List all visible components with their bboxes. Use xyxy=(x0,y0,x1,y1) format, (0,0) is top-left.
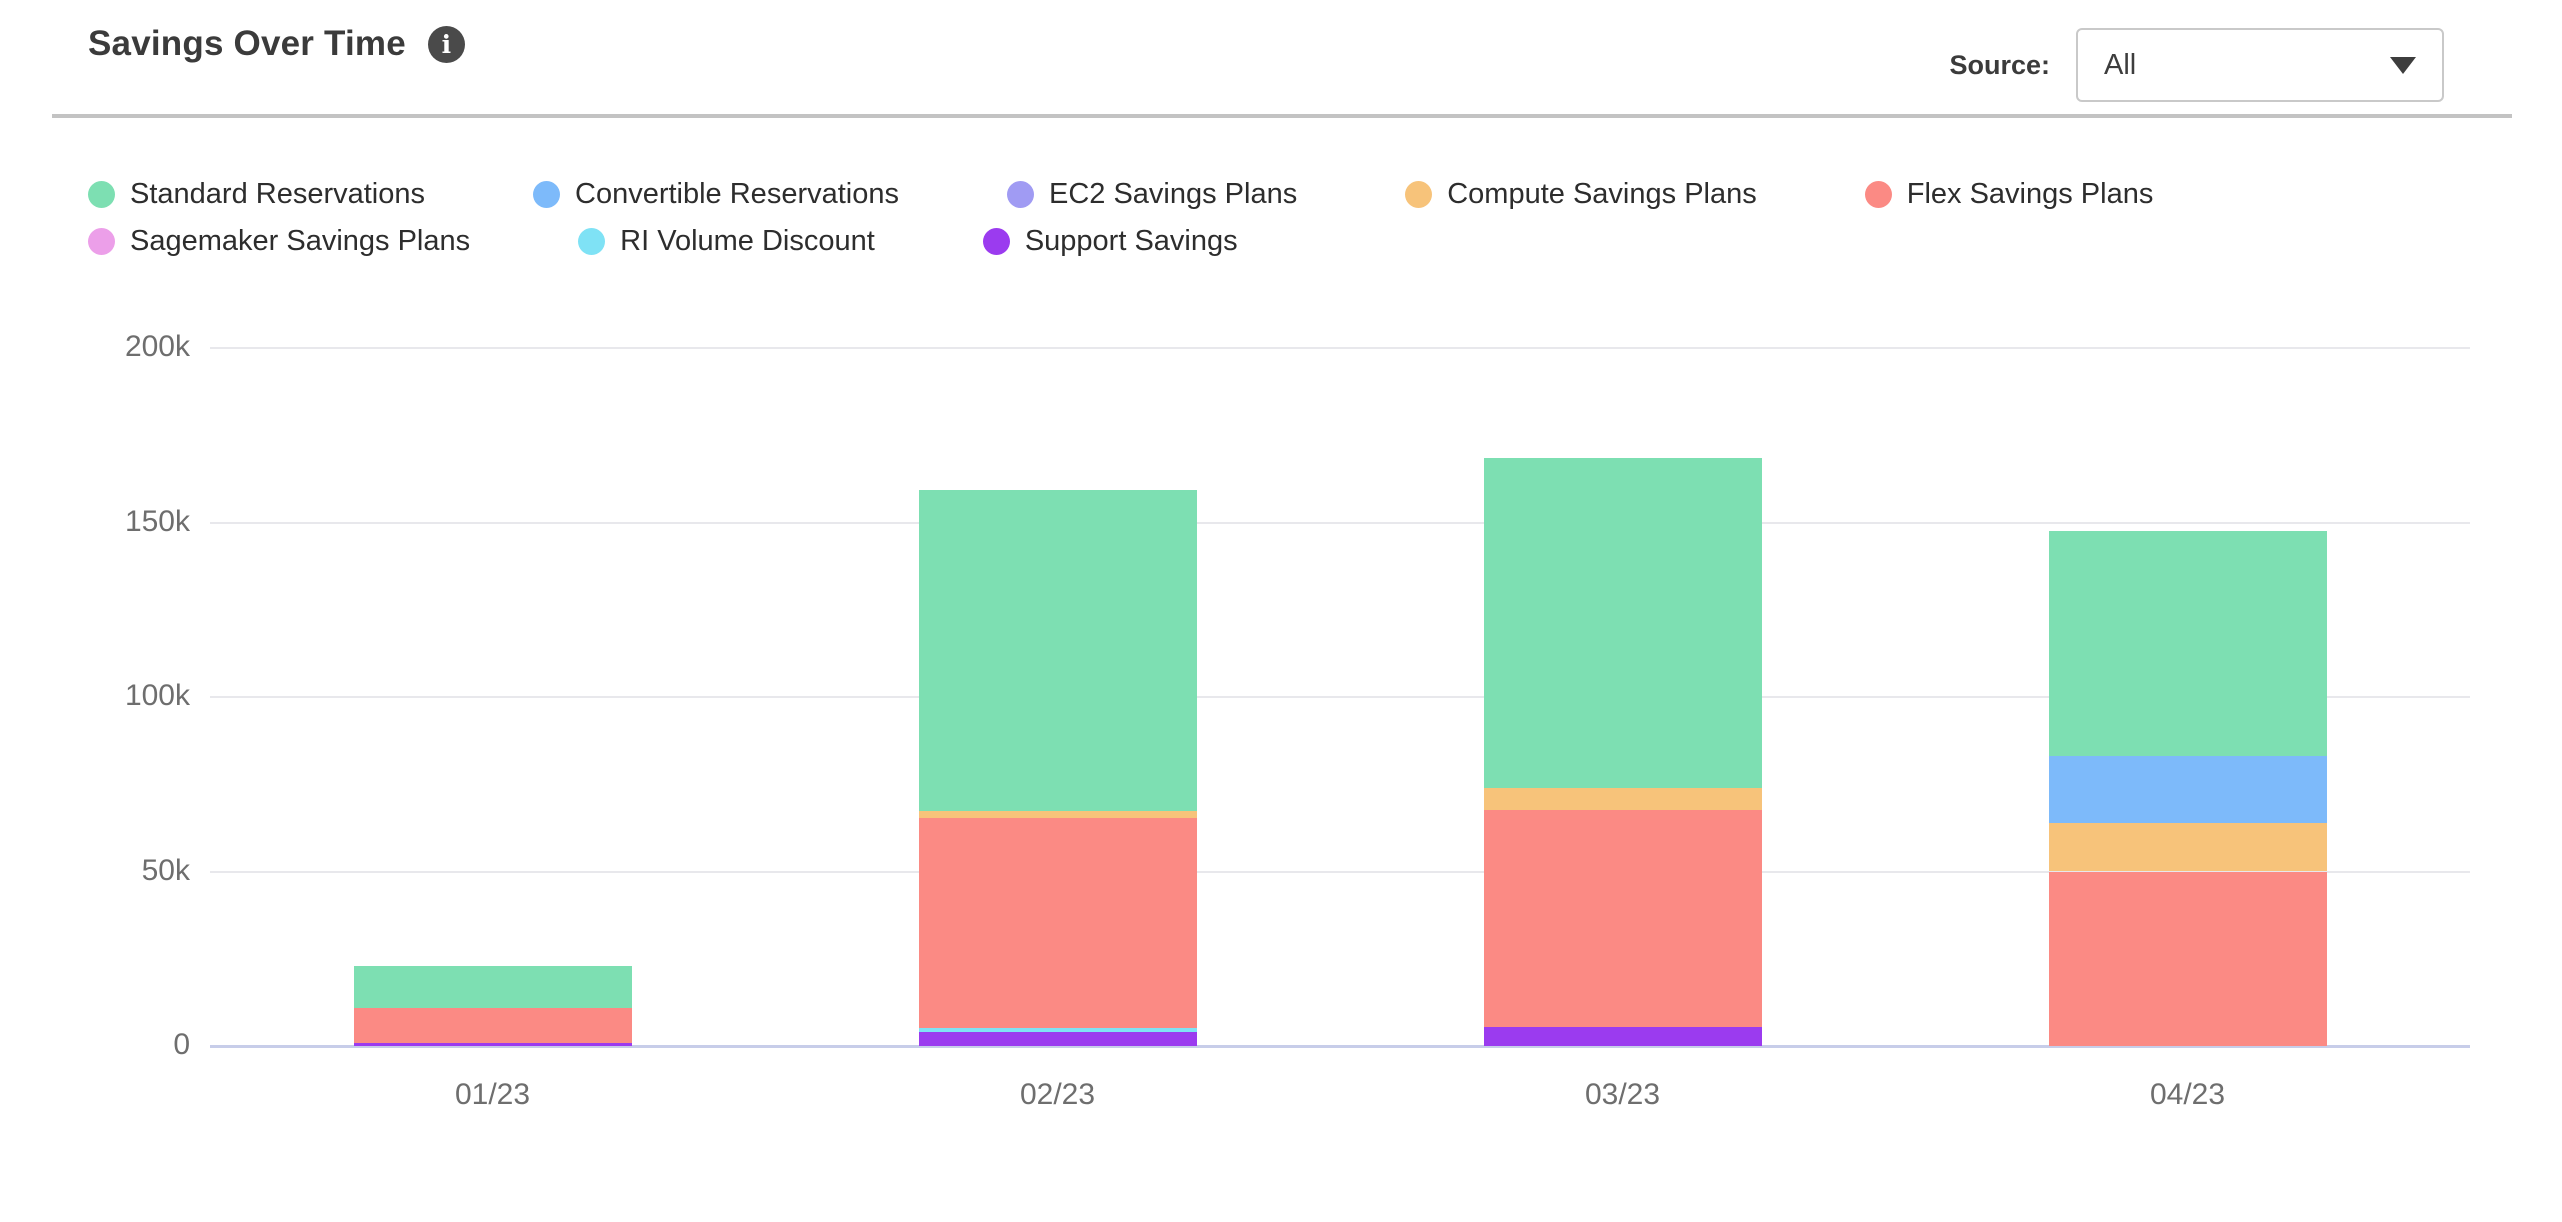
legend-item[interactable]: Convertible Reservations xyxy=(533,178,899,211)
x-axis-tick-label: 01/23 xyxy=(454,1078,531,1111)
gridline xyxy=(210,521,2470,524)
legend-label: EC2 Savings Plans xyxy=(1048,178,1298,210)
y-axis-tick-label: 200k xyxy=(124,330,190,363)
legend-item[interactable]: EC2 Savings Plans xyxy=(1006,178,1298,211)
legend-label: Compute Savings Plans xyxy=(1447,178,1757,210)
legend-label: Support Savings xyxy=(1024,225,1238,257)
bar-segment[interactable] xyxy=(353,1007,632,1043)
source-filter: Source: All xyxy=(1949,28,2444,102)
chevron-down-icon xyxy=(2390,56,2416,74)
legend-swatch-icon xyxy=(982,228,1010,255)
x-axis-tick-label: 04/23 xyxy=(2149,1078,2226,1111)
x-axis-tick-label: 03/23 xyxy=(1584,1078,1661,1111)
legend-swatch-icon xyxy=(88,181,115,208)
bar-segment[interactable] xyxy=(353,1042,632,1046)
bar-segment[interactable] xyxy=(918,490,1197,812)
bar-segment[interactable] xyxy=(2048,871,2327,1046)
legend-label: RI Volume Discount xyxy=(620,225,875,257)
y-axis-tick-label: 150k xyxy=(124,504,190,538)
page-title: Savings Over Time xyxy=(88,24,406,63)
legend-row-2: Sagemaker Savings Plans RI Volume Discoun… xyxy=(88,225,2468,258)
x-axis-tick-label: 02/23 xyxy=(1019,1078,1096,1111)
y-axis-tick-label: 0 xyxy=(173,1028,190,1061)
y-axis-tick-label: 50k xyxy=(141,853,190,887)
legend-swatch-icon xyxy=(1405,181,1433,208)
legend-item[interactable]: Flex Savings Plans xyxy=(1864,178,2154,211)
source-dropdown-value: All xyxy=(2104,48,2137,81)
legend-item[interactable]: Standard Reservations xyxy=(88,178,425,211)
legend-item[interactable]: Sagemaker Savings Plans xyxy=(88,225,470,258)
bar-segment[interactable] xyxy=(918,818,1197,1028)
legend-label: Sagemaker Savings Plans xyxy=(130,225,471,257)
legend-swatch-icon xyxy=(1006,181,1034,208)
legend-swatch-icon xyxy=(578,228,606,255)
bar-segment[interactable] xyxy=(353,965,632,1008)
info-icon[interactable]: i xyxy=(427,25,465,63)
legend-label: Standard Reservations xyxy=(130,178,425,210)
bar-segment[interactable] xyxy=(918,1032,1197,1046)
bar-segment[interactable] xyxy=(1483,787,1762,811)
legend-swatch-icon xyxy=(533,181,560,208)
source-label: Source: xyxy=(1949,49,2050,80)
chart-legend: Standard Reservations Convertible Reserva… xyxy=(88,178,2468,258)
y-axis-tick-label: 100k xyxy=(124,679,190,712)
bar-segment[interactable] xyxy=(1483,810,1762,1027)
legend-item[interactable]: Support Savings xyxy=(982,225,1238,258)
legend-label: Flex Savings Plans xyxy=(1906,178,2154,210)
panel-header: Savings Over Time i Source: All xyxy=(0,0,2562,116)
bar-segment[interactable] xyxy=(1483,1026,1762,1046)
bar-segment[interactable] xyxy=(918,1027,1197,1033)
gridline xyxy=(210,347,2470,349)
title-wrap: Savings Over Time i xyxy=(88,24,465,64)
legend-row-1: Standard Reservations Convertible Reserva… xyxy=(88,178,2468,211)
bar-segment[interactable] xyxy=(2048,756,2327,823)
bar-segment[interactable] xyxy=(918,811,1197,819)
legend-item[interactable]: RI Volume Discount xyxy=(578,225,875,258)
legend-swatch-icon xyxy=(1864,181,1892,208)
legend-swatch-icon xyxy=(88,228,115,255)
bar-segment[interactable] xyxy=(2048,822,2327,872)
bar-segment[interactable] xyxy=(1483,457,1762,788)
source-dropdown[interactable]: All xyxy=(2076,28,2444,102)
legend-label: Convertible Reservations xyxy=(575,178,899,210)
bar-segment[interactable] xyxy=(2048,531,2327,757)
header-divider xyxy=(52,114,2512,118)
legend-item[interactable]: Compute Savings Plans xyxy=(1405,178,1757,211)
